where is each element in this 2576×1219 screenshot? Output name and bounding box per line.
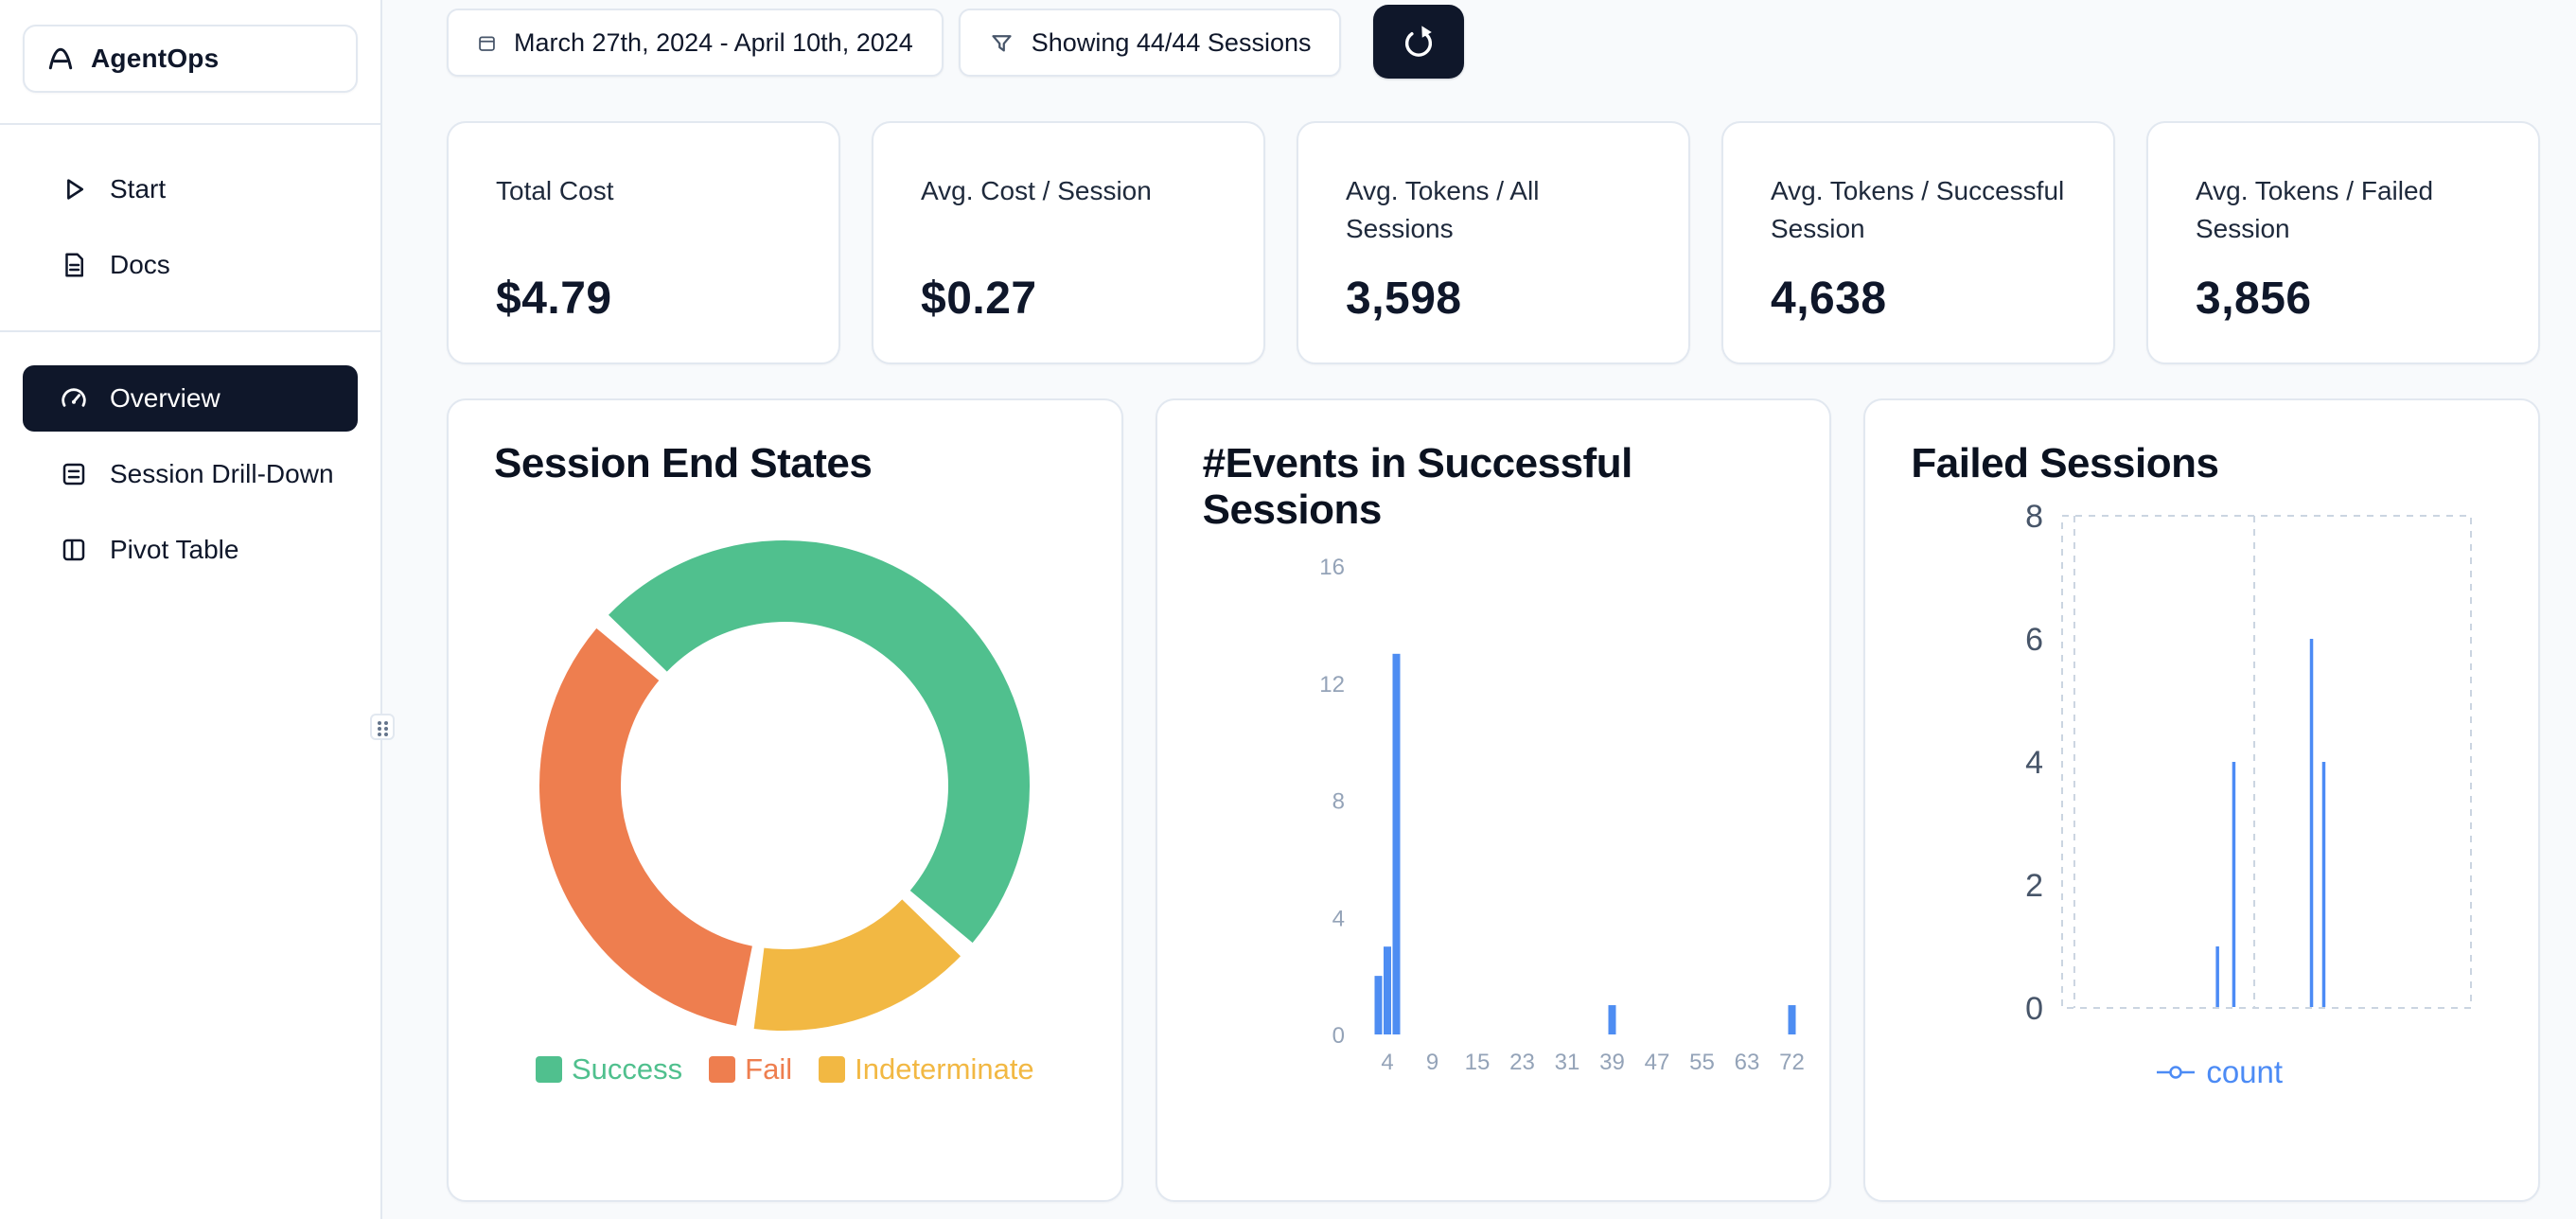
date-range-label: March 27th, 2024 - April 10th, 2024: [514, 27, 913, 57]
sessions-filter-button[interactable]: Showing 44/44 Sessions: [958, 9, 1342, 77]
calendar-icon: [477, 33, 497, 53]
svg-text:16: 16: [1319, 555, 1345, 580]
events-bar-chart: 0 4 8 12 16 4 9 15 23 31 39 47 55 63 72: [1319, 555, 1805, 1075]
sidebar: AgentOps Start Docs: [0, 0, 382, 1219]
svg-text:8: 8: [2025, 502, 2043, 535]
legend-item-fail[interactable]: Fail: [709, 1052, 792, 1086]
sidebar-item-label: Docs: [110, 250, 170, 279]
svg-text:4: 4: [2025, 745, 2043, 781]
logo[interactable]: AgentOps: [23, 25, 358, 93]
stat-label: Total Cost: [496, 176, 614, 205]
sidebar-resize-handle[interactable]: [370, 714, 395, 740]
failed-sessions-card: Failed Sessions 0 2 4 6 8 count: [1863, 398, 2541, 1202]
line-legend-marker-icon: [2155, 1063, 2197, 1082]
sidebar-item-docs[interactable]: Docs: [23, 232, 358, 298]
session-end-states-card: Session End States Success Fail Indeterm…: [447, 398, 1123, 1202]
play-icon: [59, 175, 89, 203]
chart-title: Failed Sessions: [1911, 440, 2219, 486]
svg-text:23: 23: [1509, 1050, 1535, 1075]
svg-text:4: 4: [1381, 1050, 1393, 1075]
sidebar-item-overview[interactable]: Overview: [23, 365, 358, 432]
svg-text:72: 72: [1779, 1050, 1805, 1075]
svg-text:0: 0: [2025, 991, 2043, 1027]
sidebar-nav-main: Overview Session Drill-Down: [0, 332, 380, 583]
refresh-icon: [1401, 24, 1437, 60]
sessions-filter-label: Showing 44/44 Sessions: [1031, 27, 1312, 57]
document-icon: [59, 251, 89, 279]
sidebar-item-label: Start: [110, 174, 167, 203]
svg-text:63: 63: [1734, 1050, 1759, 1075]
sidebar-item-label: Overview: [110, 383, 221, 413]
stats-row: Total Cost $4.79 Avg. Cost / Session $0.…: [447, 121, 2540, 364]
legend-swatch: [709, 1056, 736, 1084]
stat-label: Avg. Tokens / All Sessions: [1346, 176, 1540, 243]
list-icon: [59, 460, 89, 488]
topbar: March 27th, 2024 - April 10th, 2024 Show…: [447, 5, 2540, 79]
legend-label: Indeterminate: [855, 1052, 1034, 1086]
agentops-logo-icon: [45, 42, 76, 76]
stat-value: 3,598: [1346, 274, 1462, 324]
stat-card-total-cost: Total Cost $4.79: [447, 121, 840, 364]
session-end-states-donut-chart: [539, 540, 1031, 1032]
gauge-icon: [59, 383, 89, 414]
svg-text:55: 55: [1689, 1050, 1715, 1075]
stat-card-avg-tokens-failed: Avg. Tokens / Failed Session 3,856: [2146, 121, 2540, 364]
legend-label: Success: [571, 1052, 683, 1086]
svg-text:12: 12: [1319, 671, 1345, 697]
charts-row: Session End States Success Fail Indeterm…: [447, 398, 2541, 1202]
stat-card-avg-tokens-successful: Avg. Tokens / Successful Session 4,638: [1721, 121, 2115, 364]
stat-label: Avg. Tokens / Failed Session: [2196, 176, 2434, 243]
legend-swatch: [819, 1056, 846, 1084]
svg-text:15: 15: [1464, 1050, 1490, 1075]
legend-item-indeterminate[interactable]: Indeterminate: [819, 1052, 1034, 1086]
main-content: March 27th, 2024 - April 10th, 2024 Show…: [384, 0, 2576, 1219]
svg-text:4: 4: [1332, 906, 1344, 931]
sidebar-item-session-drill-down[interactable]: Session Drill-Down: [23, 441, 358, 507]
svg-text:6: 6: [2025, 622, 2043, 658]
failed-sessions-line-chart: 0 2 4 6 8: [2025, 502, 2473, 1027]
sidebar-item-pivot-table[interactable]: Pivot Table: [23, 517, 358, 583]
stat-value: 3,856: [2196, 274, 2312, 324]
donut-legend: Success Fail Indeterminate: [494, 1052, 1076, 1086]
table-icon: [59, 536, 89, 564]
logo-label: AgentOps: [91, 44, 220, 73]
legend-swatch: [535, 1056, 562, 1084]
legend-label: Fail: [745, 1052, 793, 1086]
sidebar-nav-top: Start Docs: [0, 125, 380, 298]
stat-card-avg-cost-session: Avg. Cost / Session $0.27: [872, 121, 1265, 364]
sidebar-divider: [0, 123, 380, 125]
svg-text:2: 2: [2025, 868, 2043, 904]
stat-label: Avg. Tokens / Successful Session: [1771, 176, 2065, 243]
stat-value: $4.79: [496, 274, 612, 324]
filter-icon: [989, 30, 1015, 56]
stat-label: Avg. Cost / Session: [921, 176, 1152, 205]
line-legend[interactable]: count: [2155, 1054, 2493, 1090]
grip-dots-icon: [378, 721, 381, 725]
chart-title: #Events in Successful Sessions: [1202, 440, 1633, 534]
sidebar-item-start[interactable]: Start: [23, 156, 358, 222]
events-successful-sessions-card: #Events in Successful Sessions 0 4 8 12 16 4 9…: [1155, 398, 1832, 1202]
line-legend-label: count: [2206, 1054, 2284, 1090]
refresh-button[interactable]: [1373, 5, 1465, 79]
svg-text:9: 9: [1425, 1050, 1438, 1075]
svg-text:47: 47: [1644, 1050, 1669, 1075]
svg-text:8: 8: [1332, 788, 1344, 814]
sidebar-divider: [0, 330, 380, 332]
sidebar-item-label: Session Drill-Down: [110, 459, 334, 488]
sidebar-item-label: Pivot Table: [110, 535, 239, 564]
legend-item-success[interactable]: Success: [535, 1052, 683, 1086]
svg-text:39: 39: [1599, 1050, 1625, 1075]
stat-value: $0.27: [921, 274, 1037, 324]
stat-card-avg-tokens-all: Avg. Tokens / All Sessions 3,598: [1297, 121, 1690, 364]
svg-text:31: 31: [1554, 1050, 1579, 1075]
chart-title: Session End States: [494, 440, 873, 486]
stat-value: 4,638: [1771, 274, 1887, 324]
date-range-button[interactable]: March 27th, 2024 - April 10th, 2024: [447, 9, 944, 77]
svg-text:0: 0: [1332, 1023, 1344, 1049]
